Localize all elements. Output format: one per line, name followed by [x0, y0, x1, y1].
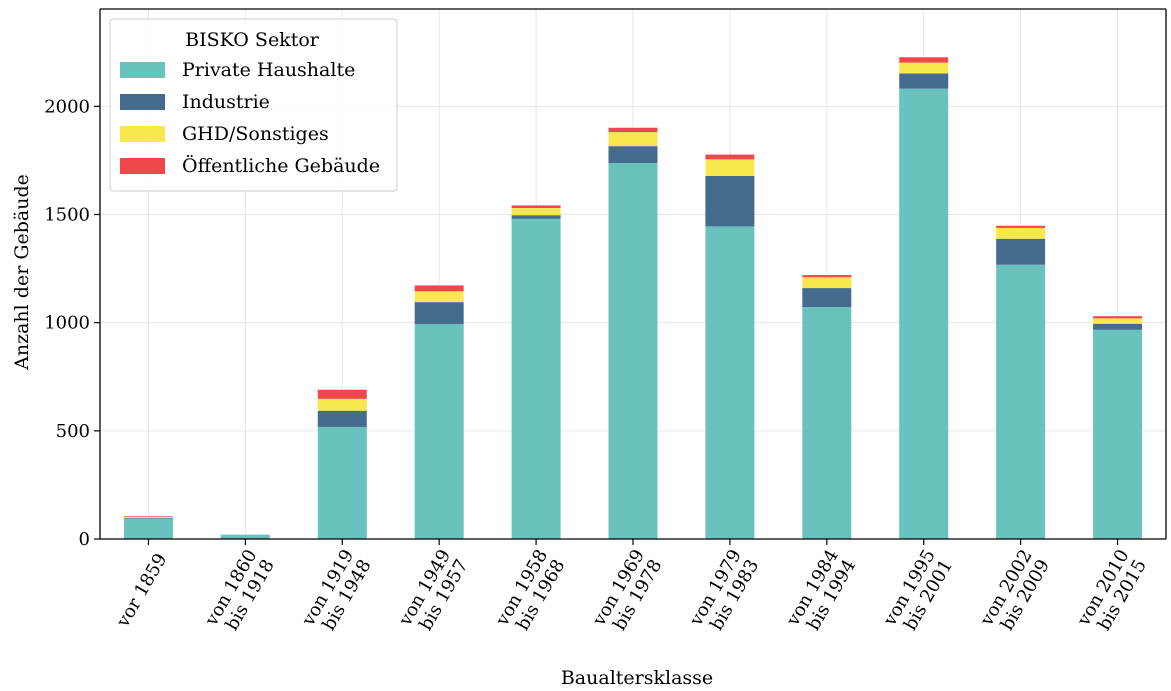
bar-segment-industrie: [705, 176, 754, 226]
bar-segment-industrie: [512, 215, 561, 219]
x-tick-label: von 1979bis 1983: [685, 546, 763, 640]
bar-segment-industrie: [609, 146, 658, 163]
bar-segment-private-haushalte: [512, 219, 561, 539]
x-ticks: vor 1859 von 1860bis 1918 von 1919bis 1948…: [112, 539, 1151, 640]
y-tick-label: 1000: [44, 313, 90, 334]
legend-label: Industrie: [182, 91, 270, 113]
bar-segment-öffentliche-gebäude: [512, 205, 561, 208]
x-tick-label: von 1984bis 1994: [782, 546, 860, 640]
legend-swatch: [120, 94, 165, 110]
bar-segment-öffentliche-gebäude: [899, 57, 948, 62]
bar-segment-ghd-sonstiges: [124, 517, 173, 518]
bar-segment-private-haushalte: [996, 265, 1045, 539]
bar-segment-private-haushalte: [705, 226, 754, 539]
y-tick-label: 500: [56, 421, 90, 442]
bar-segment-ghd-sonstiges: [415, 291, 464, 302]
bar-segment-private-haushalte: [802, 307, 851, 539]
bar-segment-ghd-sonstiges: [318, 399, 367, 411]
x-tick-label: von 2010bis 2015: [1073, 546, 1151, 640]
bar-segment-industrie: [318, 411, 367, 427]
x-tick-label: von 1958bis 1968: [491, 546, 569, 640]
legend-swatch: [120, 126, 165, 142]
bar-segment-private-haushalte: [609, 163, 658, 539]
bar-segment-private-haushalte: [124, 518, 173, 539]
x-tick-label: von 2002bis 2009: [976, 546, 1054, 640]
y-ticks: 0 500 1000 1500 2000: [44, 96, 100, 550]
legend-swatch: [120, 62, 165, 78]
bar-segment-öffentliche-gebäude: [996, 226, 1045, 228]
bar-segment-ghd-sonstiges: [802, 277, 851, 288]
y-tick-label: 1500: [44, 205, 90, 226]
legend-label: GHD/Sonstiges: [182, 123, 329, 145]
bar-segment-industrie: [415, 302, 464, 324]
bar-segment-industrie: [802, 288, 851, 307]
y-axis-label: Anzahl der Gebäude: [11, 174, 33, 371]
legend-label: Private Haushalte: [182, 59, 355, 81]
bar-segment-öffentliche-gebäude: [802, 275, 851, 277]
bar-segment-private-haushalte: [899, 89, 948, 539]
bar-segment-private-haushalte: [1093, 330, 1142, 539]
legend-title: BISKO Sektor: [185, 29, 320, 51]
bar-segment-ghd-sonstiges: [705, 159, 754, 176]
bar-segment-ghd-sonstiges: [899, 63, 948, 74]
bar-segment-ghd-sonstiges: [1093, 318, 1142, 323]
bar-segment-industrie: [996, 239, 1045, 265]
y-tick-label: 2000: [44, 96, 90, 117]
bar-segment-öffentliche-gebäude: [318, 390, 367, 399]
legend: BISKO Sektor Private Haushalte Industrie G…: [110, 19, 397, 191]
legend-swatch: [120, 158, 165, 174]
bar-segment-öffentliche-gebäude: [415, 285, 464, 291]
x-tick-label: vor 1859: [112, 550, 171, 632]
bar-segment-öffentliche-gebäude: [1093, 316, 1142, 318]
bar-segment-ghd-sonstiges: [996, 228, 1045, 239]
y-tick-label: 0: [79, 529, 90, 550]
x-tick-label: von 1860bis 1918: [201, 546, 279, 640]
bar-segment-öffentliche-gebäude: [705, 155, 754, 160]
bar-segment-private-haushalte: [415, 324, 464, 539]
x-axis-label: Baualtersklasse: [561, 667, 713, 689]
x-tick-label: von 1969bis 1978: [588, 546, 666, 640]
bar-segment-ghd-sonstiges: [609, 132, 658, 146]
bar-segment-industrie: [1093, 324, 1142, 330]
bar-segment-ghd-sonstiges: [512, 208, 561, 215]
legend-label: Öffentliche Gebäude: [182, 154, 380, 177]
bar-segment-öffentliche-gebäude: [124, 516, 173, 517]
bar-segment-öffentliche-gebäude: [609, 128, 658, 132]
x-tick-label: von 1949bis 1957: [394, 546, 472, 640]
x-tick-label: von 1995bis 2001: [879, 546, 957, 640]
bar-segment-private-haushalte: [318, 427, 367, 539]
bar-segment-industrie: [899, 73, 948, 88]
x-tick-label: von 1919bis 1948: [298, 546, 376, 640]
